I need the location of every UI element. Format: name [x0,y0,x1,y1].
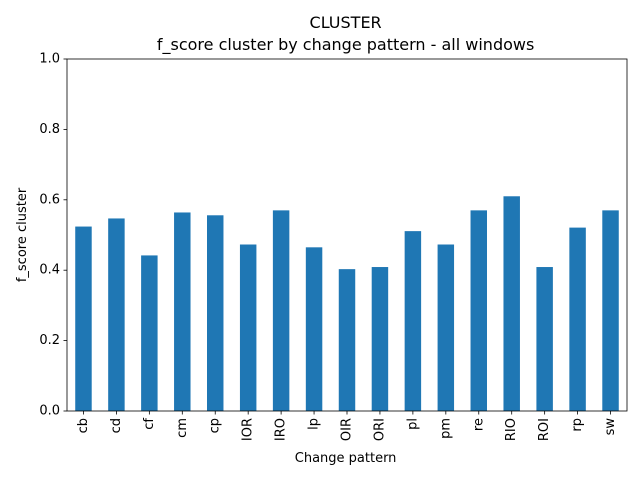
bar-cb [75,226,92,411]
chart-subtitle: f_score cluster by change pattern - all … [157,35,534,55]
bar-pl [404,231,422,411]
x-tick-label: IRO [274,418,289,441]
x-tick-label: cp [208,418,223,433]
bar-OIR [338,269,356,411]
y-tick-label: 0.8 [39,122,60,137]
y-tick-label: 0.2 [39,333,60,348]
x-tick-label: ORI [372,418,387,441]
bar-cm [174,212,191,411]
x-axis-label: Change pattern [295,451,397,466]
x-tick-label: pl [405,418,420,430]
bar-cf [141,255,158,411]
bar-IRO [272,210,290,411]
bar-IOR [239,244,257,411]
x-axis: cb cd cf cm cp IOR IRO lp OIR ORI pl pm re RIO ROI rp sw [76,411,618,441]
x-tick-label: cb [76,418,91,433]
x-tick-label: ROI [537,418,552,441]
bar-ORI [371,267,389,411]
bar-ROI [536,267,553,411]
y-tick-label: 1.0 [39,52,60,67]
x-tick-label: sw [603,418,618,436]
y-tick-label: 0.4 [39,263,60,278]
y-tick-label: 0.6 [39,192,60,207]
x-tick-label: IOR [241,418,256,441]
bar-cd [108,218,125,411]
y-tick-label: 0.0 [39,404,60,419]
x-tick-label: lp [307,418,322,430]
y-axis: 0.0 0.2 0.4 0.6 0.8 1.0 [39,52,67,419]
bar-sw [602,210,619,411]
bar-cp [207,215,224,411]
bar-lp [305,247,323,411]
chart-title: CLUSTER [310,13,382,32]
bar-RIO [503,196,520,411]
y-axis-label: f_score cluster [15,187,30,282]
x-tick-label: pm [438,418,453,439]
x-tick-label: rp [570,418,585,432]
bars-group [75,196,619,411]
plot-frame [66,58,628,412]
x-tick-label: cm [175,418,190,438]
bar-re [470,210,487,411]
x-tick-label: OIR [340,418,355,441]
x-tick-label: RIO [504,418,519,441]
x-tick-label: re [471,418,486,431]
x-tick-label: cf [142,418,157,430]
bar-pm [437,244,455,411]
x-tick-label: cd [109,418,124,433]
bar-rp [569,227,586,411]
